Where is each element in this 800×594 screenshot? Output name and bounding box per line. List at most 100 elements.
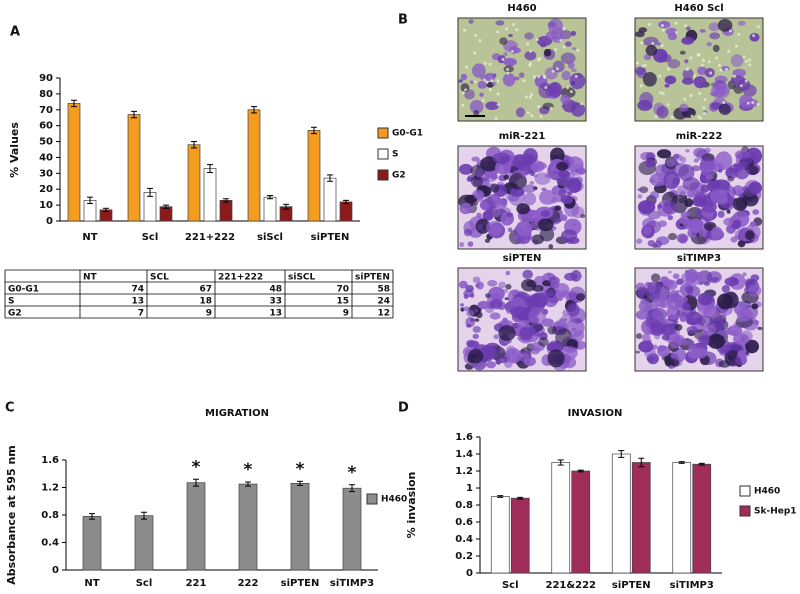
cell — [640, 298, 647, 305]
cell — [463, 306, 470, 312]
cell — [714, 82, 730, 99]
table-row-label: G0-G1 — [8, 285, 39, 295]
cell — [474, 191, 485, 200]
cell — [479, 92, 484, 97]
bar — [159, 206, 173, 222]
cell — [662, 201, 678, 215]
speck — [722, 101, 726, 105]
cell — [664, 75, 677, 85]
cell — [637, 188, 642, 192]
speck — [528, 62, 532, 66]
speck — [675, 30, 679, 34]
speck — [505, 27, 509, 31]
cell — [561, 70, 571, 81]
speck — [530, 93, 534, 97]
cell — [643, 225, 653, 236]
cell — [657, 345, 671, 357]
speck — [530, 114, 534, 118]
cell — [550, 279, 560, 289]
cell — [732, 162, 739, 167]
x-tick-label: NT — [82, 232, 97, 243]
cell — [515, 220, 533, 237]
cell — [505, 308, 512, 315]
table-cell: 33 — [269, 297, 282, 307]
cell — [739, 94, 753, 108]
speck — [693, 74, 697, 78]
speck — [544, 85, 548, 89]
speck — [700, 63, 704, 67]
cell — [531, 292, 548, 309]
speck — [488, 88, 492, 92]
speck — [510, 49, 514, 53]
cell — [642, 72, 657, 87]
x-tick-label: siScl — [257, 232, 283, 243]
table-row-label: G2 — [8, 309, 22, 319]
cell — [459, 303, 465, 307]
speck — [742, 55, 746, 59]
cell — [566, 303, 580, 317]
bar — [631, 462, 651, 574]
cell — [554, 205, 562, 211]
speck — [702, 58, 706, 62]
speck — [698, 91, 702, 95]
cell — [477, 80, 488, 89]
speck — [685, 67, 689, 71]
speck — [496, 92, 500, 96]
cell — [657, 203, 663, 209]
cell — [705, 220, 710, 224]
cell — [531, 234, 544, 245]
table-cell: 70 — [336, 285, 349, 295]
cell — [511, 154, 527, 169]
cell — [501, 320, 510, 327]
x-tick-label: siTIMP3 — [670, 580, 714, 591]
y-tick-label: 1.2 — [455, 466, 473, 477]
speck — [474, 33, 478, 37]
cell — [705, 174, 714, 180]
cell — [567, 177, 582, 194]
cell — [669, 336, 682, 349]
cell — [709, 189, 728, 204]
bar — [551, 462, 571, 574]
speck — [659, 91, 663, 95]
cell — [556, 161, 569, 171]
speck — [496, 79, 500, 83]
cell — [520, 170, 528, 178]
cell — [692, 272, 703, 281]
x-tick-label: siPTEN — [612, 580, 651, 591]
y-tick-label: 60 — [39, 121, 53, 132]
bar — [238, 483, 258, 571]
cell — [570, 30, 577, 36]
cell — [665, 159, 676, 167]
cell — [546, 342, 564, 353]
speck — [535, 38, 539, 42]
cell — [668, 365, 674, 369]
cell — [635, 66, 646, 76]
cell — [569, 72, 586, 90]
cell — [693, 158, 699, 163]
cell — [483, 344, 497, 358]
cell — [708, 22, 720, 32]
cell — [561, 214, 568, 222]
speck — [666, 67, 670, 71]
speck — [485, 80, 489, 84]
speck — [569, 90, 573, 94]
cell — [510, 289, 519, 296]
speck — [727, 49, 731, 53]
cell — [682, 302, 691, 311]
table-cell: 48 — [269, 285, 282, 295]
cell — [712, 317, 726, 331]
cell — [757, 326, 763, 331]
speck — [666, 103, 670, 107]
cell — [717, 168, 723, 173]
speck — [641, 64, 645, 68]
cell — [747, 284, 762, 297]
panel-label: D — [398, 401, 409, 416]
cell — [464, 194, 478, 204]
speck — [496, 30, 500, 34]
cell — [718, 103, 731, 116]
cell — [679, 103, 689, 112]
cell — [643, 53, 652, 61]
cell — [538, 337, 549, 347]
table-cell: 9 — [206, 309, 212, 319]
